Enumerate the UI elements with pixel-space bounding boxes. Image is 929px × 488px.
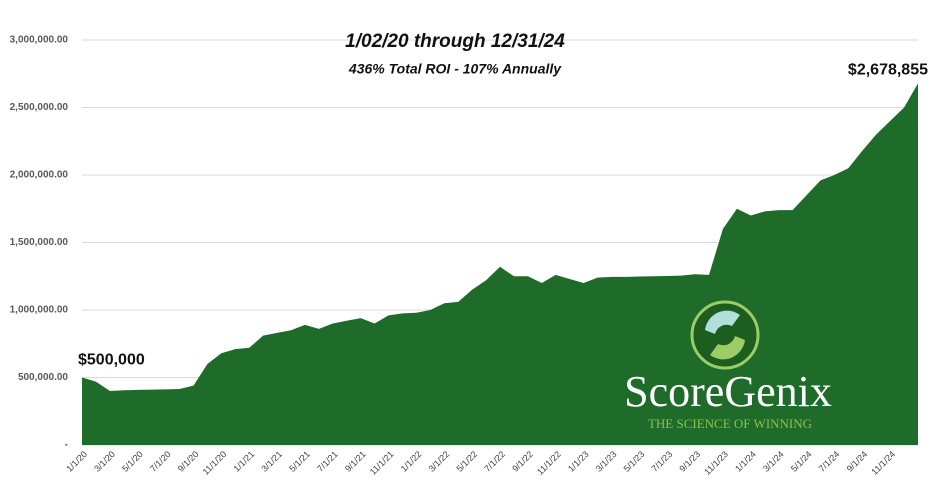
x-tick-label: 7/1/21 — [315, 449, 340, 474]
x-tick-label: 3/1/20 — [92, 449, 117, 474]
y-tick-label: 2,500,000.00 — [10, 102, 69, 113]
y-tick-label: 1,500,000.00 — [10, 237, 69, 248]
x-tick-label: 7/1/23 — [650, 449, 675, 474]
x-tick-label: 3/1/21 — [259, 449, 284, 474]
x-tick-label: 9/1/20 — [176, 449, 201, 474]
x-tick-label: 3/1/24 — [761, 449, 786, 474]
x-tick-label: 9/1/21 — [343, 449, 368, 474]
x-tick-label: 1/1/23 — [566, 449, 591, 474]
logo-swirl — [705, 310, 740, 334]
x-tick-label: 9/1/22 — [510, 449, 535, 474]
chart-subtitle: 436% Total ROI - 107% Annually — [348, 61, 562, 77]
logo-swirl — [710, 336, 745, 360]
x-tick-label: 1/1/20 — [64, 449, 89, 474]
x-tick-label: 3/1/23 — [594, 449, 619, 474]
x-tick-label: 9/1/23 — [677, 449, 702, 474]
logo-name: ScoreGenix — [624, 367, 832, 416]
x-tick-label: 11/1/20 — [201, 449, 229, 477]
y-tick-label: 1,000,000.00 — [10, 305, 69, 316]
data-label: $2,678,855 — [848, 62, 928, 79]
x-tick-label: 5/1/21 — [287, 449, 312, 474]
x-tick-label: 5/1/24 — [789, 449, 814, 474]
y-tick-label: 500,000.00 — [18, 372, 68, 383]
x-tick-label: 5/1/22 — [454, 449, 479, 474]
logo: ScoreGenix THE SCIENCE OF WINNING — [624, 300, 832, 431]
logo-tagline: THE SCIENCE OF WINNING — [648, 416, 812, 431]
x-tick-label: 7/1/20 — [148, 449, 173, 474]
x-tick-label: 9/1/24 — [845, 449, 870, 474]
x-tick-label: 11/1/22 — [535, 449, 563, 477]
x-tick-label: 11/1/21 — [368, 449, 396, 477]
x-tick-label: 3/1/22 — [427, 449, 452, 474]
chart-title: 1/02/20 through 12/31/24 — [345, 31, 565, 52]
y-tick-label: 3,000,000.00 — [10, 35, 69, 46]
x-tick-label: 5/1/20 — [120, 449, 145, 474]
x-tick-label: 5/1/23 — [622, 449, 647, 474]
x-tick-label: 11/1/24 — [869, 449, 897, 477]
x-tick-label: 1/1/21 — [232, 449, 257, 474]
logo-circle — [690, 300, 760, 370]
y-tick-label: 2,000,000.00 — [10, 170, 69, 181]
data-label: $500,000 — [78, 352, 145, 369]
x-tick-label: 11/1/23 — [702, 449, 730, 477]
x-tick-label: 1/1/22 — [399, 449, 424, 474]
x-tick-label: 7/1/22 — [482, 449, 507, 474]
x-tick-label: 7/1/24 — [817, 449, 842, 474]
y-tick-label: - — [65, 440, 68, 451]
x-tick-label: 1/1/24 — [733, 449, 758, 474]
